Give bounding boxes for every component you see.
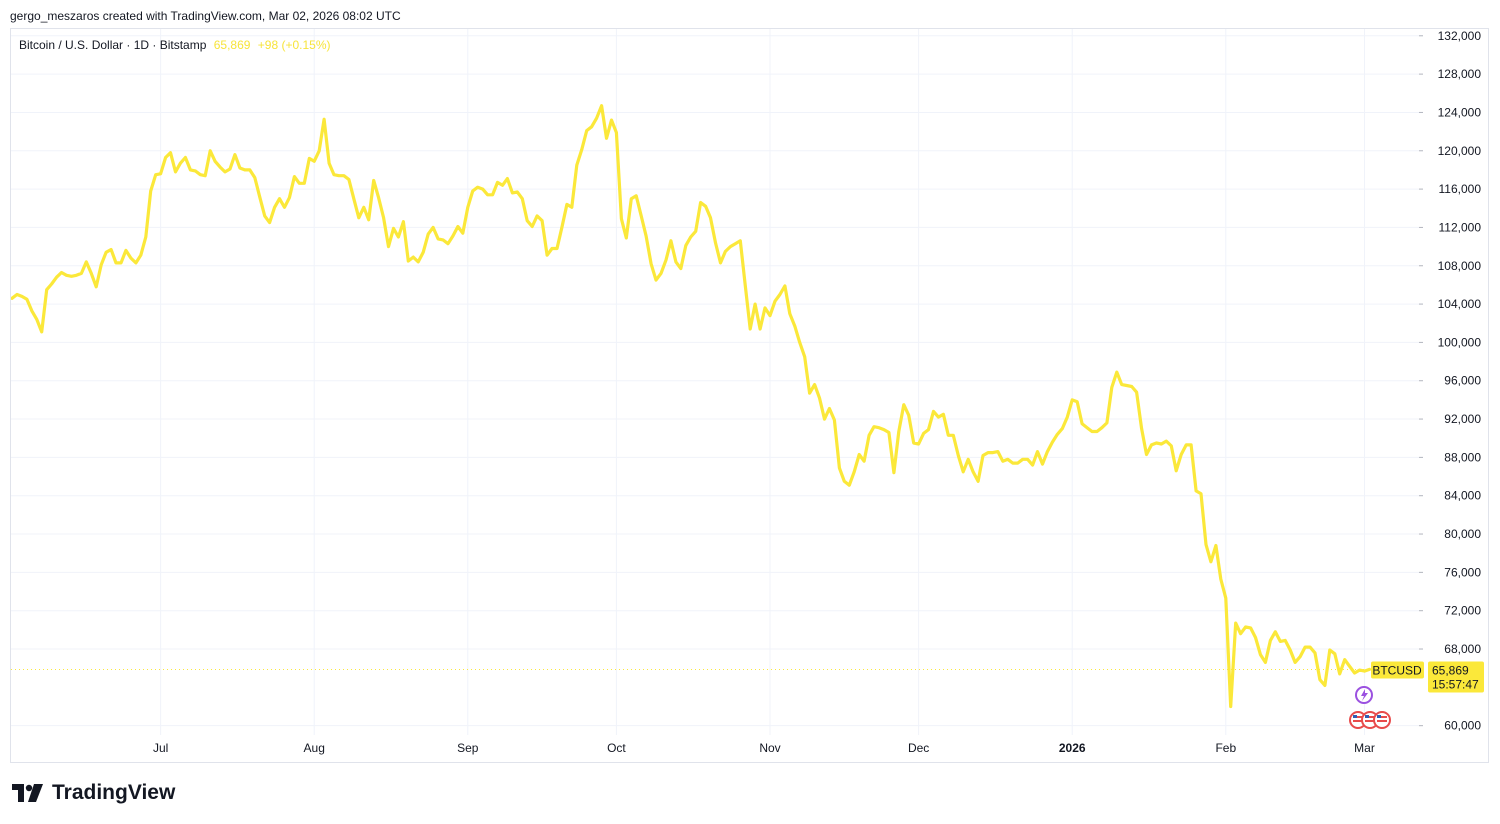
countdown-label: 15:57:47	[1432, 677, 1479, 691]
y-tick-label: 120,000	[1438, 144, 1482, 158]
flag-stripe	[1365, 720, 1375, 722]
lightning-bolt-icon	[1361, 689, 1368, 701]
y-tick-label: 104,000	[1438, 297, 1482, 311]
ticker-tag	[1371, 661, 1424, 679]
y-tick-label: 84,000	[1444, 489, 1481, 503]
y-tick-label: 80,000	[1444, 527, 1481, 541]
flag-stripe	[1365, 716, 1375, 718]
x-tick-label: Feb	[1215, 741, 1236, 755]
flag-stripe	[1353, 720, 1363, 722]
last-price-label: 65,869	[1432, 663, 1469, 677]
flag-stripe	[1377, 720, 1387, 722]
tradingview-logo[interactable]: TradingView	[12, 781, 175, 805]
y-tick-label: 76,000	[1444, 565, 1481, 579]
y-tick-label: 68,000	[1444, 642, 1481, 656]
flag-canton	[1353, 715, 1357, 718]
y-tick-label: 100,000	[1438, 335, 1482, 349]
x-tick-label: Oct	[607, 741, 626, 755]
legend-change: +98 (+0.15%)	[257, 38, 331, 52]
chart-legend: Bitcoin / U.S. Dollar · 1D · Bitstamp 65…	[19, 38, 331, 52]
y-tick-label: 128,000	[1438, 67, 1482, 81]
price-chart[interactable]: 132,000 128,000 124,000 120,000 116,000 112,0…	[11, 29, 1489, 763]
last-price-tag	[1428, 661, 1484, 693]
ticker-label: BTCUSD	[1372, 663, 1422, 677]
y-tick-label: 112,000	[1439, 220, 1482, 234]
x-tick-label: Mar	[1354, 741, 1375, 755]
x-tick-label: Dec	[908, 741, 929, 755]
x-tick-label: Aug	[304, 741, 325, 755]
y-tick-label: 88,000	[1444, 450, 1481, 464]
legend-last-price: 65,869	[213, 38, 251, 52]
chart-frame[interactable]: 132,000 128,000 124,000 120,000 116,000 112,0…	[10, 28, 1489, 763]
x-tick-label: Jul	[153, 741, 168, 755]
y-tick-label: 132,000	[1438, 29, 1482, 43]
attribution-text: gergo_meszaros created with TradingView.…	[10, 9, 401, 23]
y-tick-label: 60,000	[1444, 719, 1481, 733]
flag-stripe	[1353, 716, 1363, 718]
y-tick-label: 72,000	[1444, 604, 1481, 618]
legend-symbol[interactable]: Bitcoin / U.S. Dollar · 1D · Bitstamp	[19, 38, 207, 52]
flag-stripe	[1377, 716, 1387, 718]
y-tick-label: 92,000	[1444, 412, 1481, 426]
y-tick-label: 116,000	[1439, 182, 1482, 196]
brand-name: TradingView	[52, 781, 176, 804]
btc-price-line[interactable]	[11, 104, 1372, 709]
y-tick-label: 108,000	[1438, 259, 1482, 273]
tradingview-logo-icon	[12, 784, 43, 802]
x-tick-label: Sep	[457, 741, 479, 755]
y-tick-label: 96,000	[1444, 374, 1481, 388]
flag-canton	[1365, 715, 1369, 718]
x-tick-label: Nov	[759, 741, 780, 755]
flag-canton	[1377, 715, 1381, 718]
x-tick-label: 2026	[1059, 741, 1086, 755]
y-tick-label: 124,000	[1438, 105, 1482, 119]
